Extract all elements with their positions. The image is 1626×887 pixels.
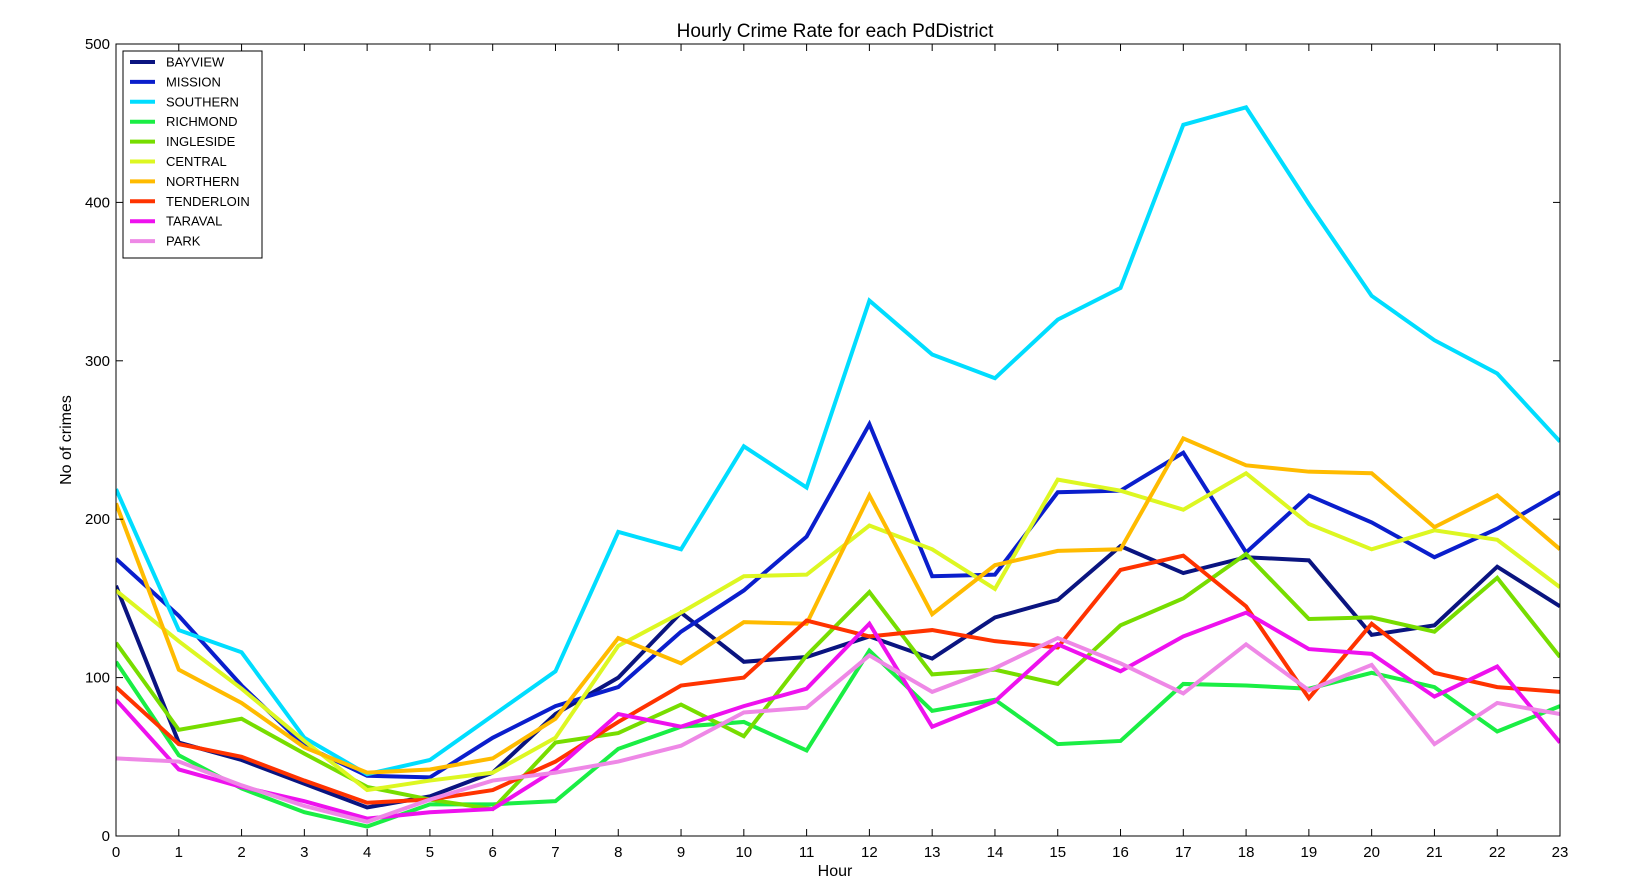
x-tick-label: 12 bbox=[861, 844, 878, 861]
legend-label-southern: SOUTHERN bbox=[166, 94, 239, 109]
x-axis: 0 1 2 3 4 5 6 7 8 9 10 11 12 13 14 15 16 17 18 19 20 21 22 23 bbox=[112, 44, 1569, 861]
x-tick-label: 22 bbox=[1489, 844, 1506, 861]
x-tick-label: 9 bbox=[677, 844, 685, 861]
legend-label-ingleside: INGLESIDE bbox=[166, 134, 236, 149]
series-line-northern bbox=[116, 435, 1560, 775]
y-tick-label: 100 bbox=[85, 670, 110, 687]
legend-box bbox=[122, 50, 263, 259]
legend-label-central: CENTRAL bbox=[166, 154, 227, 169]
legend-label-bayview: BAYVIEW bbox=[166, 55, 225, 70]
legend: BAYVIEW MISSION SOUTHERN RICHMOND INGLESIDE C… bbox=[122, 50, 263, 259]
y-axis: 0 100 200 300 400 500 bbox=[85, 36, 1560, 845]
x-tick-label: 16 bbox=[1112, 844, 1129, 861]
x-tick-label: 0 bbox=[112, 844, 120, 861]
x-tick-label: 20 bbox=[1363, 844, 1380, 861]
x-tick-label: 21 bbox=[1426, 844, 1443, 861]
x-axis-label: Hour bbox=[818, 863, 853, 880]
legend-label-park: PARK bbox=[166, 234, 201, 249]
x-tick-label: 18 bbox=[1238, 844, 1255, 861]
legend-label-taraval: TARAVAL bbox=[166, 214, 222, 229]
x-tick-label: 2 bbox=[237, 844, 245, 861]
series-line-park bbox=[116, 635, 1560, 824]
y-tick-label: 500 bbox=[85, 36, 110, 53]
y-tick-label: 200 bbox=[85, 511, 110, 528]
x-tick-label: 6 bbox=[489, 844, 497, 861]
plot-frame bbox=[115, 43, 1561, 837]
x-tick-label: 23 bbox=[1552, 844, 1569, 861]
series-layer bbox=[116, 105, 1560, 829]
x-tick-label: 14 bbox=[987, 844, 1004, 861]
chart-title: Hourly Crime Rate for each PdDistrict bbox=[677, 21, 994, 42]
y-tick-label: 0 bbox=[102, 828, 110, 845]
x-tick-label: 17 bbox=[1175, 844, 1192, 861]
x-tick-label: 10 bbox=[735, 844, 752, 861]
x-tick-label: 4 bbox=[363, 844, 371, 861]
series-line-taraval bbox=[116, 610, 1560, 821]
series-line-mission bbox=[116, 419, 1560, 780]
x-tick-label: 3 bbox=[300, 844, 308, 861]
legend-label-richmond: RICHMOND bbox=[166, 114, 238, 129]
x-tick-label: 19 bbox=[1301, 844, 1318, 861]
y-axis-label: No of crimes bbox=[58, 395, 75, 485]
legend-label-tenderloin: TENDERLOIN bbox=[166, 194, 250, 209]
series-line-bayview bbox=[116, 543, 1560, 810]
legend-label-northern: NORTHERN bbox=[166, 174, 239, 189]
x-tick-label: 15 bbox=[1049, 844, 1066, 861]
x-tick-label: 1 bbox=[175, 844, 183, 861]
x-tick-label: 5 bbox=[426, 844, 434, 861]
x-tick-label: 8 bbox=[614, 844, 622, 861]
x-tick-label: 11 bbox=[799, 844, 815, 861]
legend-label-mission: MISSION bbox=[166, 74, 221, 89]
x-tick-label: 7 bbox=[551, 844, 559, 861]
x-tick-label: 13 bbox=[924, 844, 941, 861]
series-line-central bbox=[116, 470, 1560, 793]
y-tick-label: 300 bbox=[85, 353, 110, 370]
y-tick-label: 400 bbox=[85, 194, 110, 211]
